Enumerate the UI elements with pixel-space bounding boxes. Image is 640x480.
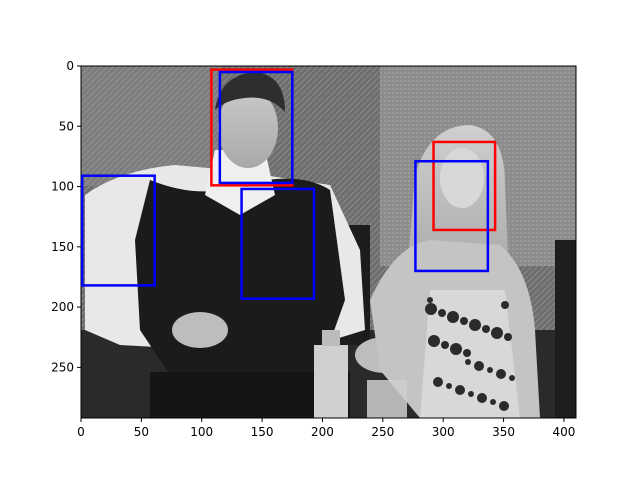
y-tick-label: 0 [66, 59, 74, 73]
bounding-box-blue-1 [218, 70, 294, 185]
bounding-box-blue-4 [414, 159, 490, 273]
bounding-box-blue-2 [240, 187, 316, 300]
bounding-box-blue-3 [80, 174, 156, 287]
bounding-boxes [80, 68, 497, 300]
x-tick-label: 200 [311, 425, 334, 439]
y-tick-label: 200 [51, 300, 74, 314]
x-tick-label: 150 [251, 425, 274, 439]
x-tick-label: 50 [134, 425, 149, 439]
bounding-box-red-2 [432, 140, 497, 232]
y-tick-label: 50 [59, 119, 74, 133]
x-tick-label: 350 [492, 425, 515, 439]
x-tick-label: 0 [77, 425, 85, 439]
y-tick-label: 100 [51, 180, 74, 194]
x-tick-label: 250 [371, 425, 394, 439]
photo [81, 66, 576, 418]
x-tick-label: 400 [552, 425, 575, 439]
x-tick-label: 300 [432, 425, 455, 439]
x-axis-ticks: 0 50 100 150 200 250 300 350 400 [77, 418, 575, 439]
y-axis-ticks: 0 50 100 150 200 250 [51, 59, 81, 374]
y-tick-label: 250 [51, 360, 74, 374]
x-tick-label: 100 [190, 425, 213, 439]
y-tick-label: 150 [51, 240, 74, 254]
